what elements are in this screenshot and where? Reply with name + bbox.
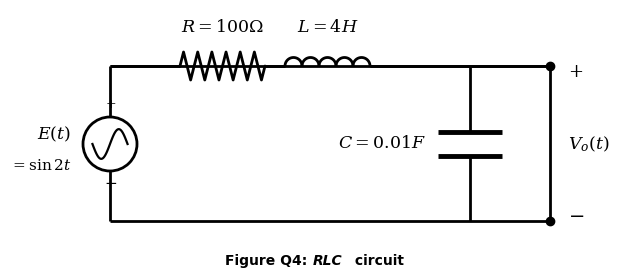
Text: $= \sin 2t$: $= \sin 2t$ — [9, 158, 71, 174]
Text: Figure Q4:: Figure Q4: — [226, 254, 312, 268]
Text: circuit: circuit — [351, 254, 404, 268]
Text: $V_o(t)$: $V_o(t)$ — [568, 134, 609, 154]
Text: $C = 0.01F$: $C = 0.01F$ — [338, 136, 426, 153]
Text: $L = 4H$: $L = 4H$ — [297, 19, 358, 36]
Text: RLC: RLC — [312, 254, 342, 268]
Text: $+$: $+$ — [568, 63, 583, 81]
Text: $-$: $-$ — [568, 206, 584, 224]
Text: $E(t)$: $E(t)$ — [37, 124, 71, 144]
Text: $-$: $-$ — [104, 175, 118, 189]
Text: $+$: $+$ — [106, 98, 117, 111]
Text: $R = 100\Omega$: $R = 100\Omega$ — [181, 19, 264, 36]
